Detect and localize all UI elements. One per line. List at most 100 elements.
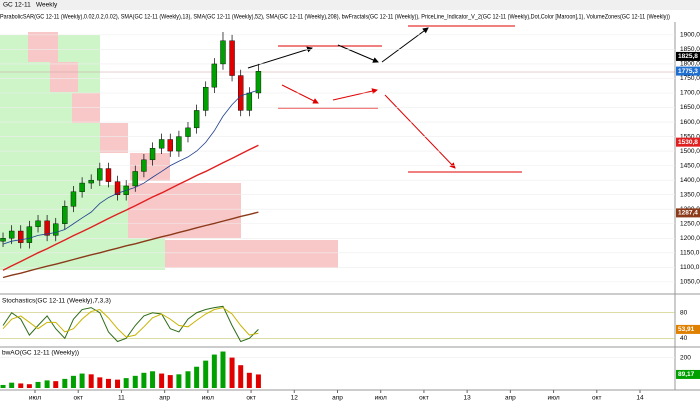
ao-bar [229, 357, 235, 388]
candle-body [35, 220, 41, 227]
y-tick-label: 1550,0 [680, 133, 700, 140]
y-tick-label: 1200,0 [680, 235, 700, 242]
zone [100, 123, 128, 153]
moving-average [2, 89, 259, 245]
ao-bar [211, 354, 217, 388]
x-tick-label: 14 [636, 395, 644, 402]
candle-body [246, 92, 253, 111]
y-tick-label: 1250,0 [680, 220, 700, 227]
ao-bar [220, 351, 226, 388]
ao-bar [167, 375, 173, 388]
ao-bar [53, 381, 59, 388]
price-label-bg [676, 208, 700, 218]
arrow [337, 44, 379, 63]
candle-body [26, 226, 33, 243]
value-label: 53,91 [678, 326, 695, 333]
y-tick-label: 1100,0 [680, 264, 700, 271]
y-tick-label: 80 [680, 309, 688, 316]
x-tick-label: окт [592, 395, 602, 402]
candle-body [53, 223, 59, 236]
zone [165, 240, 338, 268]
price-label: 1530,8 [678, 139, 698, 146]
y-tick-label: 1750,0 [680, 75, 700, 82]
oscillator-line [2, 305, 259, 343]
zone [128, 183, 241, 238]
ao-bar [255, 374, 261, 388]
zone [28, 32, 58, 62]
value-label: 89,17 [678, 371, 695, 378]
x-tick-label: апр [159, 395, 170, 402]
candle-body [79, 182, 85, 192]
price-label-bg [676, 137, 700, 147]
ao-bar [115, 379, 121, 388]
x-tick-label: июл [29, 395, 41, 402]
y-tick-label: 1450,0 [680, 162, 700, 169]
ao-bar [79, 373, 85, 388]
price-label: 1287,4 [678, 210, 698, 217]
candle-body [88, 179, 94, 184]
oscillator-line [2, 307, 259, 338]
price-label: 1775,3 [678, 68, 698, 75]
ao-bar [0, 384, 6, 388]
symbol-select[interactable]: GC 12-11 [3, 2, 31, 9]
panel-title: Stochastics(GC 12-11 (Weekly),7,3,3) [2, 298, 111, 305]
arrow [281, 84, 319, 104]
candle-body [0, 238, 6, 242]
arrow [332, 88, 378, 101]
y-tick-label: 1050,0 [680, 279, 700, 286]
candle-body [229, 40, 235, 76]
candle-body [176, 136, 182, 152]
candle-body [185, 127, 191, 137]
ao-bar [132, 375, 138, 388]
ao-bar [105, 378, 111, 388]
y-tick-label: 1700,0 [680, 90, 700, 97]
ao-bar [141, 372, 147, 388]
ao-bar [9, 382, 15, 388]
candle-body [141, 159, 147, 172]
x-tick-label: июл [547, 395, 559, 402]
candle-body [8, 230, 15, 239]
ao-bar [238, 365, 244, 388]
x-tick-label: окт [73, 395, 83, 402]
x-tick-label: окт [246, 395, 256, 402]
panel-title: bwAO(GC 12-11 (Weekly)) [2, 350, 79, 357]
ao-bar [70, 375, 76, 388]
x-tick-label: июл [202, 395, 214, 402]
y-tick-label: 1350,0 [680, 191, 700, 198]
candle-body [211, 63, 218, 88]
price-label-bg [676, 51, 700, 61]
ao-bar [246, 372, 252, 388]
toolbar-bg [0, 0, 700, 10]
value-label-bg [676, 324, 700, 334]
y-tick-label: 1650,0 [680, 104, 700, 111]
ao-bar [44, 380, 50, 388]
period-select[interactable]: Weekly [36, 2, 58, 9]
x-tick-label: апр [332, 395, 343, 402]
y-tick-label: 200 [680, 354, 691, 361]
ao-bar [185, 371, 191, 388]
ao-bar [203, 360, 209, 388]
candle-body [255, 71, 262, 94]
candle-body [167, 139, 173, 152]
zone [72, 93, 100, 123]
arrow [384, 94, 456, 169]
candle-body [158, 139, 165, 149]
moving-average [2, 211, 259, 279]
candle-body [70, 191, 77, 207]
y-tick-label: 1150,0 [680, 250, 700, 257]
x-tick-label: июл [375, 395, 387, 402]
candle-body [132, 171, 138, 187]
y-tick-label: 1400,0 [680, 177, 700, 184]
forecast-annotations [247, 25, 522, 173]
ao-bar [88, 374, 94, 388]
arrow [381, 27, 429, 63]
candle-body [202, 86, 209, 111]
candle-body [149, 148, 156, 161]
candle-body [114, 181, 121, 195]
moving-average [2, 144, 259, 271]
ao-bar [62, 378, 68, 388]
price-label-bg [676, 66, 700, 76]
candle-body [62, 206, 68, 224]
ao-bar [159, 373, 165, 388]
toolbar: GC 12-11 Weekly ParabolicSAR(GC 12-11 (W… [0, 0, 700, 21]
